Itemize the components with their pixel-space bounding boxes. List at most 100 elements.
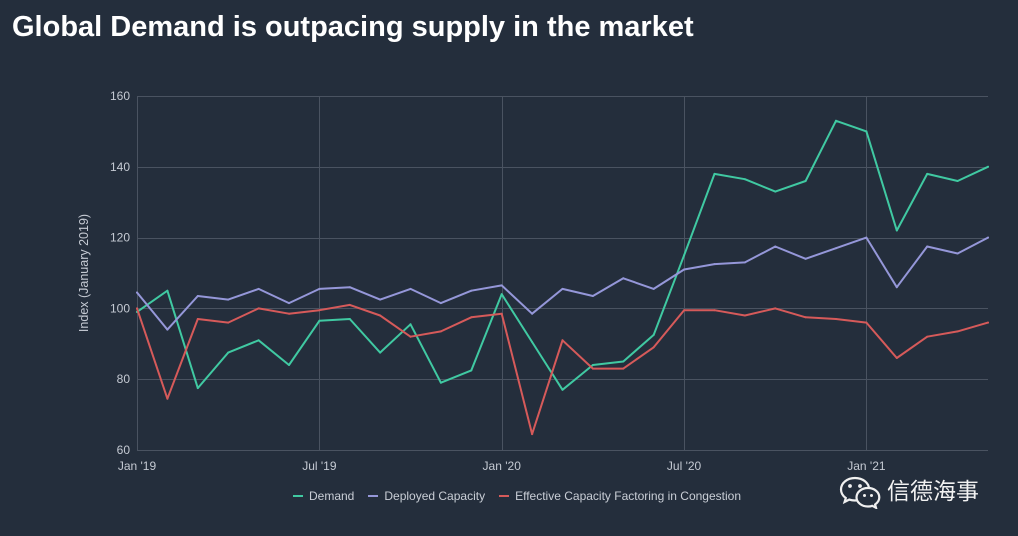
data-point-effective-capacity-factoring-in-congestion (865, 321, 868, 324)
legend-swatch-demand (293, 495, 303, 497)
legend-item-demand[interactable]: Demand (293, 487, 354, 505)
data-point-effective-capacity-factoring-in-congestion (500, 312, 503, 315)
data-point-demand (804, 180, 807, 182)
data-point-effective-capacity-factoring-in-congestion (804, 316, 807, 319)
data-point-demand (987, 165, 989, 168)
data-point-effective-capacity-factoring-in-congestion (257, 307, 260, 310)
data-point-effective-capacity-factoring-in-congestion (379, 314, 382, 317)
data-point-deployed-capacity (561, 287, 564, 290)
data-point-deployed-capacity (591, 295, 594, 297)
data-point-effective-capacity-factoring-in-congestion (895, 357, 898, 359)
data-point-deployed-capacity (622, 277, 625, 280)
data-point-effective-capacity-factoring-in-congestion (683, 309, 686, 312)
y-tick-label: 60 (117, 443, 131, 457)
data-point-effective-capacity-factoring-in-congestion (713, 309, 716, 312)
chart-series (136, 119, 989, 436)
series-deployed-capacity (136, 236, 989, 331)
data-point-deployed-capacity (895, 286, 898, 289)
data-point-deployed-capacity (531, 312, 534, 315)
data-point-effective-capacity-factoring-in-congestion (591, 367, 594, 370)
data-point-demand (683, 254, 686, 257)
data-point-demand (652, 333, 655, 336)
axis-labels: 60 80 100 120 140 160 Jan '19 Jul '19 Jan '20 Jul… (77, 89, 886, 473)
data-point-demand (500, 293, 503, 296)
data-point-effective-capacity-factoring-in-congestion (743, 314, 746, 317)
data-point-demand (439, 381, 442, 384)
data-point-demand (196, 387, 199, 390)
data-point-deployed-capacity (743, 261, 746, 264)
legend-label-demand: Demand (309, 489, 355, 503)
watermark: 信德海事 (838, 474, 979, 510)
data-point-deployed-capacity (470, 289, 473, 292)
data-point-demand (166, 289, 169, 292)
series-effective-capacity-factoring-in-congestion (136, 303, 989, 436)
data-point-deployed-capacity (804, 257, 807, 260)
data-point-demand (865, 130, 868, 133)
data-point-deployed-capacity (166, 328, 169, 331)
data-point-demand (743, 178, 746, 181)
series-demand (136, 119, 989, 391)
data-point-deployed-capacity (196, 295, 199, 297)
data-point-demand (227, 351, 230, 354)
data-point-deployed-capacity (987, 236, 989, 239)
y-tick-label: 160 (110, 89, 130, 103)
data-point-demand (774, 190, 777, 193)
data-point-effective-capacity-factoring-in-congestion (288, 312, 290, 315)
data-point-effective-capacity-factoring-in-congestion (166, 397, 169, 400)
wechat-icon (839, 476, 881, 509)
data-point-effective-capacity-factoring-in-congestion (136, 307, 138, 310)
data-point-deployed-capacity (956, 252, 959, 255)
data-point-effective-capacity-factoring-in-congestion (409, 335, 412, 338)
data-point-deployed-capacity (835, 247, 837, 250)
series-line-effective-capacity-factoring-in-congestion (136, 303, 989, 436)
data-point-deployed-capacity (288, 302, 290, 305)
x-tick-label: Jan '20 (483, 459, 522, 473)
data-point-demand (926, 172, 929, 175)
data-point-deployed-capacity (379, 298, 382, 301)
series-line-demand (136, 119, 989, 391)
chart-grid (137, 96, 988, 451)
data-point-effective-capacity-factoring-in-congestion (561, 339, 564, 342)
data-point-deployed-capacity (774, 245, 777, 248)
data-point-demand (622, 360, 625, 363)
data-point-deployed-capacity (257, 287, 260, 290)
data-point-demand (257, 339, 260, 342)
data-point-deployed-capacity (348, 286, 351, 289)
data-point-deployed-capacity (652, 287, 655, 290)
data-point-demand (470, 369, 473, 372)
watermark-text: 信德海事 (887, 479, 979, 505)
legend-label-deployed-capacity: Deployed Capacity (384, 489, 486, 503)
chart-title: Global Demand is outpacing supply in the… (12, 11, 694, 43)
data-point-effective-capacity-factoring-in-congestion (926, 335, 929, 338)
data-point-deployed-capacity (713, 263, 716, 266)
legend-item-deployed-capacity[interactable]: Deployed Capacity (368, 487, 485, 505)
data-point-effective-capacity-factoring-in-congestion (774, 307, 777, 310)
x-tick-label: Jan '21 (847, 459, 886, 473)
data-point-effective-capacity-factoring-in-congestion (196, 318, 199, 320)
chart-legend: Demand Deployed Capacity Effective Capac… (293, 487, 755, 505)
data-point-demand (713, 172, 716, 175)
legend-swatch-deployed-capacity (368, 495, 379, 497)
data-point-deployed-capacity (865, 236, 868, 239)
data-point-effective-capacity-factoring-in-congestion (318, 309, 321, 312)
series-line-deployed-capacity (136, 236, 989, 331)
data-point-demand (379, 351, 382, 354)
x-tick-label: Jul '20 (667, 459, 702, 473)
data-point-demand (561, 388, 564, 391)
x-tick-label: Jan '19 (118, 459, 157, 473)
data-point-deployed-capacity (500, 284, 503, 287)
data-point-effective-capacity-factoring-in-congestion (956, 330, 959, 333)
data-point-effective-capacity-factoring-in-congestion (835, 318, 837, 320)
data-point-deployed-capacity (318, 287, 321, 290)
data-point-effective-capacity-factoring-in-congestion (439, 330, 442, 333)
data-point-deployed-capacity (409, 287, 412, 290)
data-point-effective-capacity-factoring-in-congestion (348, 303, 351, 306)
data-point-effective-capacity-factoring-in-congestion (622, 367, 625, 370)
data-point-effective-capacity-factoring-in-congestion (470, 316, 473, 319)
data-point-demand (531, 341, 534, 343)
data-point-demand (288, 364, 290, 366)
legend-item-effective-capacity[interactable]: Effective Capacity Factoring in Congesti… (499, 487, 741, 505)
data-point-demand (348, 318, 351, 320)
data-point-effective-capacity-factoring-in-congestion (652, 346, 655, 349)
